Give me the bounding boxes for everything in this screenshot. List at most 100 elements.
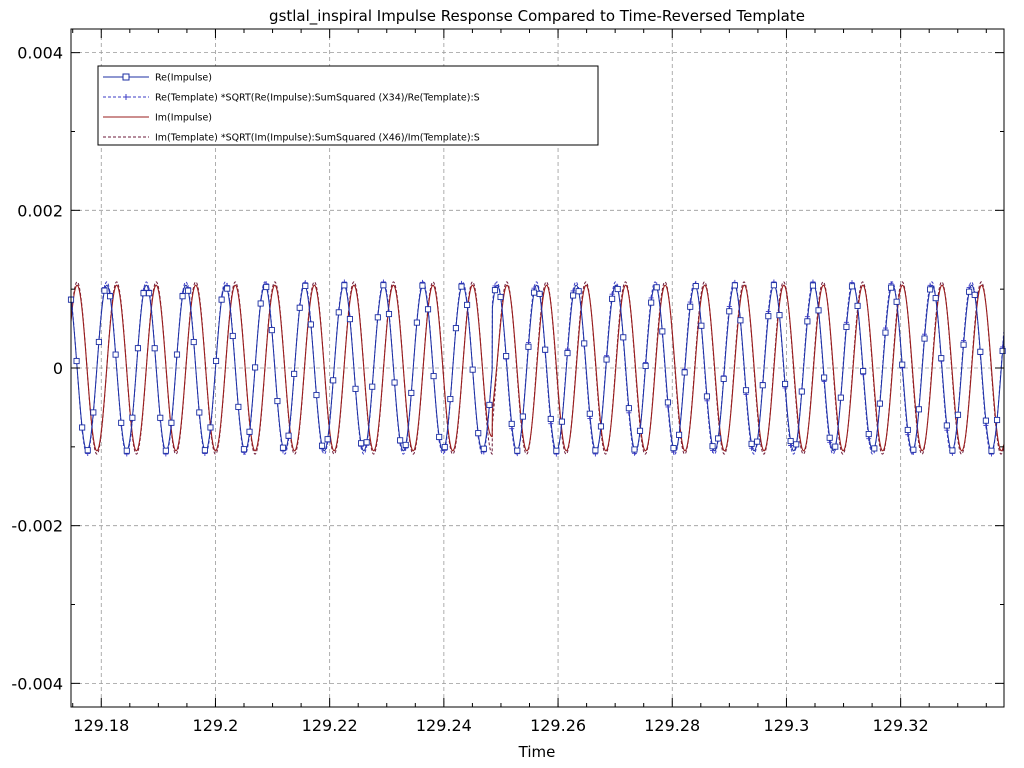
- marker-re-impulse: [101, 287, 108, 294]
- marker-re-impulse: [525, 343, 532, 350]
- marker-re-impulse: [659, 328, 666, 335]
- marker-re-impulse: [904, 426, 911, 434]
- legend-marker: [123, 94, 129, 100]
- marker-re-impulse: [966, 288, 973, 295]
- marker-re-impulse: [703, 393, 711, 400]
- marker-re-impulse: [335, 309, 342, 316]
- marker-re-template: [983, 422, 989, 428]
- marker-re-impulse: [943, 422, 950, 429]
- marker-re-impulse: [871, 445, 878, 452]
- tick-labels: 129.18 129.2 129.22 129.24 129.26 129.28 129.3…: [11, 44, 928, 735]
- legend-box: [97, 65, 599, 146]
- marker-re-impulse: [263, 283, 270, 291]
- marker-re-impulse: [296, 304, 303, 311]
- marker-re-impulse: [107, 293, 114, 300]
- marker-re-impulse: [709, 443, 716, 450]
- marker-re-impulse: [698, 322, 705, 329]
- marker-re-impulse: [497, 293, 504, 301]
- marker-re-impulse: [363, 439, 370, 446]
- marker-re-impulse: [419, 282, 426, 289]
- marker-re-impulse: [949, 447, 956, 454]
- marker-re-impulse: [854, 302, 861, 309]
- marker-re-impulse: [787, 437, 794, 445]
- y-tick-label: 0.002: [17, 201, 63, 220]
- marker-re-impulse: [374, 314, 381, 321]
- y-tick-label: -0.004: [11, 674, 63, 693]
- marker-re-impulse: [720, 375, 727, 382]
- marker-re-impulse: [519, 413, 526, 420]
- marker-re-impulse: [670, 445, 677, 452]
- marker-re-impulse: [960, 341, 967, 348]
- marker-re-impulse: [134, 345, 141, 352]
- marker-re-impulse: [140, 290, 147, 297]
- marker-re-impulse: [759, 382, 766, 389]
- marker-re-impulse: [162, 447, 169, 454]
- marker-re-impulse: [893, 298, 900, 305]
- marker-re-impulse: [715, 435, 722, 442]
- marker-re-impulse: [625, 405, 632, 412]
- marker-re-impulse: [212, 357, 220, 365]
- marker-re-impulse: [424, 306, 432, 313]
- legend-marker: [122, 73, 130, 81]
- marker-re-impulse: [977, 348, 984, 355]
- marker-re-impulse: [954, 411, 962, 418]
- marker-re-impulse: [530, 289, 538, 296]
- marker-re-impulse: [809, 282, 817, 289]
- marker-re-impulse: [185, 287, 192, 294]
- marker-re-template: [944, 427, 950, 433]
- marker-re-impulse: [441, 444, 448, 451]
- marker-re-impulse: [318, 442, 326, 449]
- axis-ticks: [71, 29, 1004, 707]
- marker-re-impulse: [798, 388, 805, 395]
- marker-re-impulse: [581, 340, 588, 347]
- marker-re-impulse: [832, 443, 839, 450]
- marker-re-impulse: [79, 424, 86, 431]
- marker-re-impulse: [676, 431, 683, 438]
- series-im-impulse: [70, 284, 1005, 452]
- marker-re-impulse: [938, 355, 945, 362]
- marker-re-impulse: [118, 419, 125, 426]
- marker-re-impulse: [279, 444, 287, 451]
- marker-re-impulse: [508, 420, 515, 427]
- marker-re-impulse: [391, 379, 398, 386]
- legend-label: Im(Template) *SQRT(Im(Impulse):SumSquare…: [155, 133, 480, 144]
- marker-re-impulse: [252, 364, 259, 371]
- marker-re-impulse: [815, 307, 822, 314]
- marker-re-impulse: [765, 313, 772, 320]
- marker-re-impulse: [999, 347, 1006, 355]
- marker-re-impulse: [503, 353, 510, 360]
- marker-re-impulse: [224, 285, 231, 292]
- marker-re-impulse: [475, 430, 482, 437]
- marker-re-impulse: [358, 440, 365, 447]
- marker-re-impulse: [642, 362, 649, 370]
- marker-re-impulse: [614, 285, 621, 293]
- marker-re-template: [509, 426, 515, 432]
- marker-re-impulse: [408, 389, 415, 396]
- marker-re-impulse: [380, 282, 387, 289]
- x-tick-label: 129.3: [764, 716, 810, 735]
- x-axis-label: Time: [518, 743, 556, 761]
- marker-re-impulse: [804, 318, 811, 325]
- marker-re-impulse: [921, 335, 928, 342]
- marker-re-impulse: [73, 357, 80, 365]
- marker-re-impulse: [770, 282, 777, 289]
- marker-re-impulse: [826, 434, 833, 441]
- marker-re-impulse: [888, 284, 895, 291]
- marker-re-impulse: [491, 287, 499, 294]
- marker-re-impulse: [464, 301, 471, 308]
- marker-re-impulse: [179, 293, 186, 300]
- marker-re-impulse: [514, 447, 521, 454]
- marker-re-impulse: [597, 423, 605, 430]
- marker-re-impulse: [726, 308, 733, 315]
- marker-re-impulse: [430, 373, 437, 380]
- marker-re-impulse: [207, 424, 214, 431]
- data-layer: [67, 279, 1006, 457]
- marker-re-impulse: [90, 409, 97, 416]
- marker-re-impulse: [480, 445, 487, 452]
- marker-re-impulse: [123, 447, 130, 454]
- marker-re-impulse: [899, 361, 906, 368]
- marker-re-impulse: [330, 377, 337, 384]
- marker-re-impulse: [915, 406, 922, 413]
- marker-re-impulse: [313, 391, 320, 399]
- marker-re-impulse: [235, 403, 242, 410]
